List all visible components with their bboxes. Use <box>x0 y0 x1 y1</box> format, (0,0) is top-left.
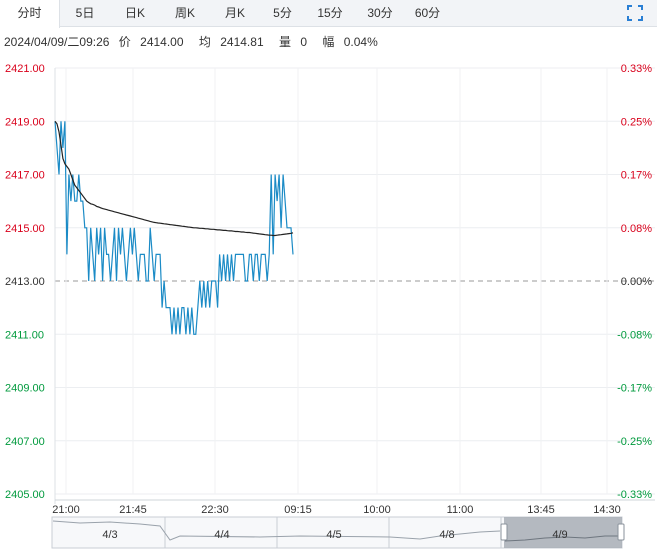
price-value: 2414.00 <box>140 35 184 49</box>
navigator-day-label: 4/5 <box>326 529 341 541</box>
y-tick-label: 2413.00 <box>5 276 45 288</box>
navigator-handle <box>500 523 508 541</box>
y-right-tick-label: -0.17% <box>617 383 652 395</box>
y-right-tick-label: 0.08% <box>621 223 652 235</box>
x-tick-label: 21:45 <box>119 504 147 516</box>
y-right-tick-label: -0.25% <box>617 436 652 448</box>
y-tick-label: 2415.00 <box>5 223 45 235</box>
price-label: 价 <box>118 35 131 49</box>
amplitude-value: 0.04% <box>343 35 378 49</box>
y-right-tick-label: 0.17% <box>621 170 652 182</box>
navigator-handle <box>617 523 625 541</box>
quote-datetime: 2024/04/09/二09:26 <box>4 35 110 49</box>
x-tick-label: 10:00 <box>363 504 391 516</box>
y-right-tick-label: -0.33% <box>617 489 652 501</box>
y-right-tick-label: 0.33% <box>621 63 652 75</box>
navigator-selection-trace <box>504 535 621 542</box>
avg-label: 均 <box>198 35 211 49</box>
expand-icon[interactable] <box>627 5 643 21</box>
tab-30分[interactable]: 30分 <box>367 6 393 20</box>
price-series-line <box>54 121 294 335</box>
y-tick-label: 2411.00 <box>5 329 44 341</box>
y-tick-label: 2421.00 <box>5 63 45 75</box>
x-tick-label: 22:30 <box>201 504 229 516</box>
x-tick-label: 13:45 <box>527 504 555 516</box>
y-tick-label: 2409.00 <box>5 383 45 395</box>
navigator-day-label: 4/4 <box>214 529 229 541</box>
tab-5分[interactable]: 5分 <box>273 6 292 20</box>
average-price-line <box>54 120 294 237</box>
y-tick-label: 2417.00 <box>5 170 45 182</box>
tab-15分[interactable]: 15分 <box>317 6 343 20</box>
y-tick-label: 2407.00 <box>5 436 45 448</box>
quote-infobar: 2024/04/09/二09:26 价 2414.00 均 2414.81 量 … <box>4 33 390 50</box>
navigator-mini-trace <box>52 520 501 541</box>
y-right-tick-label: -0.08% <box>617 329 652 341</box>
x-tick-label: 09:15 <box>284 504 312 516</box>
navigator-selection <box>504 517 622 548</box>
tab-月K[interactable]: 月K <box>224 6 245 20</box>
tab-日K[interactable]: 日K <box>124 6 145 20</box>
y-right-tick-label: 0.00% <box>621 276 652 288</box>
navigator-day-label: 4/8 <box>439 529 454 541</box>
avg-value: 2414.81 <box>220 35 264 49</box>
navigator-day-label: 4/9 <box>552 529 567 541</box>
volume-label: 量 <box>278 35 291 49</box>
x-tick-label: 21:00 <box>52 504 80 516</box>
x-tick-label: 14:30 <box>593 504 621 516</box>
y-tick-label: 2405.00 <box>5 489 45 501</box>
tab-周K[interactable]: 周K <box>174 6 195 20</box>
amplitude-label: 幅 <box>322 35 335 49</box>
tab-60分[interactable]: 60分 <box>414 6 441 20</box>
y-tick-label: 2419.00 <box>5 116 45 128</box>
period-tabbar: 分时 5日 日K 周K 月K 5分 15分 30分 60分 <box>0 0 657 28</box>
x-tick-label: 11:00 <box>447 504 474 516</box>
tab-5日[interactable]: 5日 <box>75 6 95 20</box>
navigator-day-label: 4/3 <box>102 529 117 541</box>
y-right-tick-label: 0.25% <box>621 116 652 128</box>
volume-value: 0 <box>300 35 308 49</box>
tab-分时[interactable]: 分时 <box>0 0 60 28</box>
